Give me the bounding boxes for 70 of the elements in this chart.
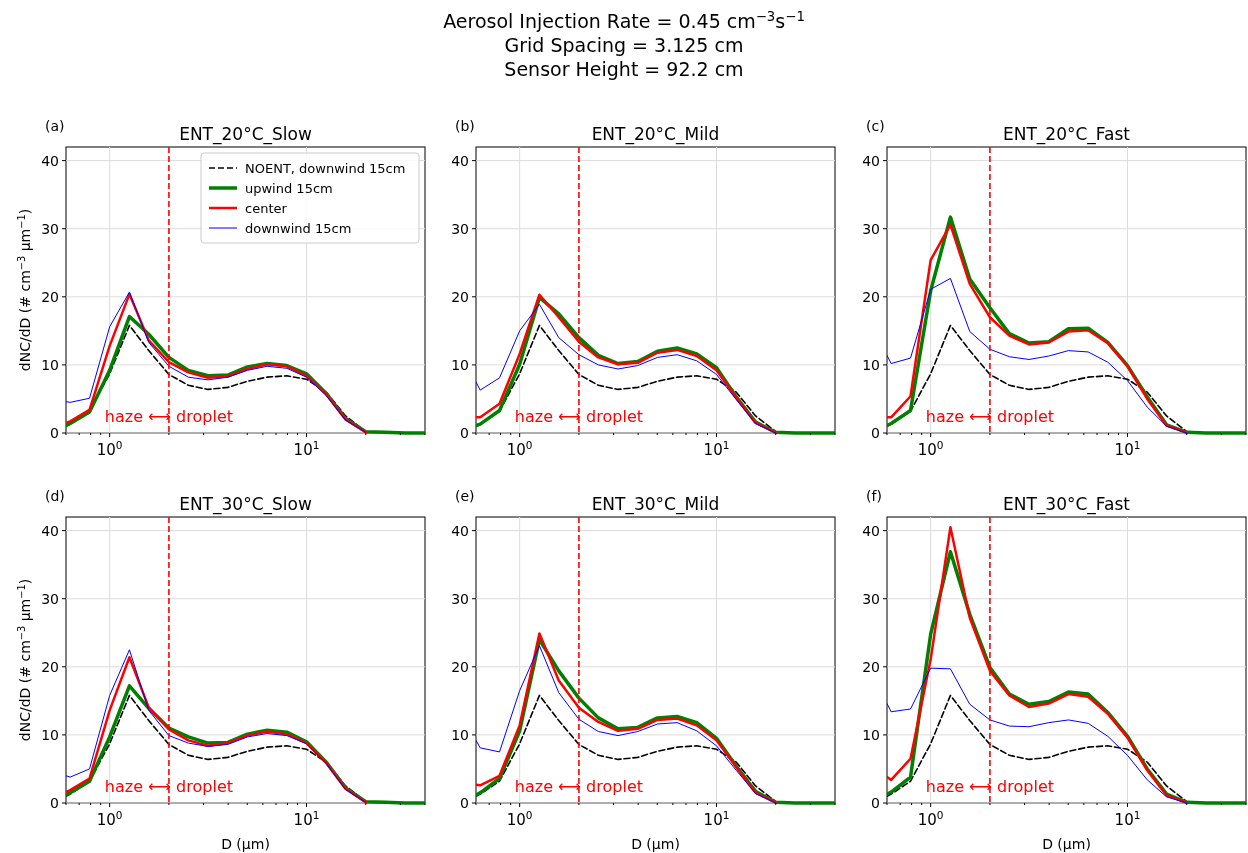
y-tick-label: 20 [41, 658, 59, 675]
y-tick-label: 0 [460, 425, 469, 441]
chart-title: ENT_20°C_Fast [1002, 124, 1131, 145]
y-tick-label: 40 [451, 152, 469, 169]
y-tick-label: 0 [50, 795, 59, 811]
text: Sensor Height = 92.2 cm [504, 58, 744, 80]
legend-label: upwind 15cm [245, 181, 333, 196]
y-tick-label: 30 [862, 220, 880, 237]
y-tick-label: 0 [460, 795, 469, 811]
y-tick-label: 20 [41, 288, 59, 305]
text: (c) [866, 118, 885, 134]
y-tick-label: 30 [451, 590, 469, 607]
y-tick-label: 0 [871, 425, 880, 441]
text: (a) [45, 118, 65, 134]
ref-line-label: haze ⟷ droplet [514, 777, 644, 796]
chart-title: ENT_20°C_Slow [179, 124, 312, 145]
y-tick-label: 20 [862, 288, 880, 305]
text: (b) [455, 118, 475, 134]
legend-label: center [245, 201, 288, 216]
y-tick-label: 30 [41, 590, 59, 607]
text: Grid Spacing = 3.125 cm [504, 34, 744, 56]
chart-title: ENT_30°C_Slow [179, 494, 312, 515]
x-tick-label: 10$^{1}$ [1114, 809, 1141, 829]
y-tick-label: 10 [41, 726, 59, 743]
y-tick-label: 40 [41, 152, 59, 169]
ref-line-label: haze ⟷ droplet [514, 407, 644, 426]
y-tick-label: 0 [50, 425, 59, 441]
ref-line-label: haze ⟷ droplet [104, 407, 234, 426]
text: (d) [45, 488, 65, 504]
ref-line-label: haze ⟷ droplet [104, 777, 234, 796]
y-tick-label: 20 [451, 658, 469, 675]
x-tick-label: 10$^{1}$ [703, 439, 730, 459]
x-tick-label: 10$^{1}$ [703, 809, 730, 829]
y-tick-label: 30 [862, 590, 880, 607]
y-tick-label: 10 [451, 356, 469, 373]
legend-label: NOENT, downwind 15cm [245, 161, 406, 176]
ref-line-label: haze ⟷ droplet [925, 407, 1055, 426]
ref-line-label: haze ⟷ droplet [925, 777, 1055, 796]
x-tick-label: 10$^{0}$ [506, 439, 533, 459]
x-tick-label: 10$^{0}$ [96, 439, 123, 459]
y-tick-label: 40 [862, 522, 880, 539]
y-tick-label: 20 [862, 658, 880, 675]
x-tick-label: 10$^{0}$ [506, 809, 533, 829]
y-tick-label: 40 [41, 522, 59, 539]
y-tick-label: 10 [862, 356, 880, 373]
x-tick-label: 10$^{0}$ [917, 809, 944, 829]
text: (e) [455, 488, 475, 504]
x-tick-label: 10$^{0}$ [96, 809, 123, 829]
y-tick-label: 10 [41, 356, 59, 373]
y-tick-label: 10 [862, 726, 880, 743]
x-tick-label: 10$^{1}$ [1114, 439, 1141, 459]
y-tick-label: 0 [871, 795, 880, 811]
chart-title: ENT_30°C_Fast [1002, 494, 1131, 515]
chart-title: ENT_30°C_Mild [591, 494, 720, 515]
legend-label: downwind 15cm [245, 221, 352, 236]
y-tick-label: 40 [862, 152, 880, 169]
y-tick-label: 40 [451, 522, 469, 539]
y-tick-label: 20 [451, 288, 469, 305]
x-axis-title: D (μm) [1042, 836, 1091, 852]
text: Aerosol Injection Rate = 0.45 cm$^{−3}$s$^{−1}$ [443, 8, 805, 32]
x-axis-title: D (μm) [631, 836, 680, 852]
x-tick-label: 10$^{0}$ [917, 439, 944, 459]
x-axis-title: D (μm) [221, 836, 270, 852]
y-tick-label: 30 [41, 220, 59, 237]
x-tick-label: 10$^{1}$ [293, 809, 320, 829]
text: (f) [866, 488, 882, 504]
x-tick-label: 10$^{1}$ [293, 439, 320, 459]
y-tick-label: 10 [451, 726, 469, 743]
chart-title: ENT_20°C_Mild [591, 124, 720, 145]
y-tick-label: 30 [451, 220, 469, 237]
